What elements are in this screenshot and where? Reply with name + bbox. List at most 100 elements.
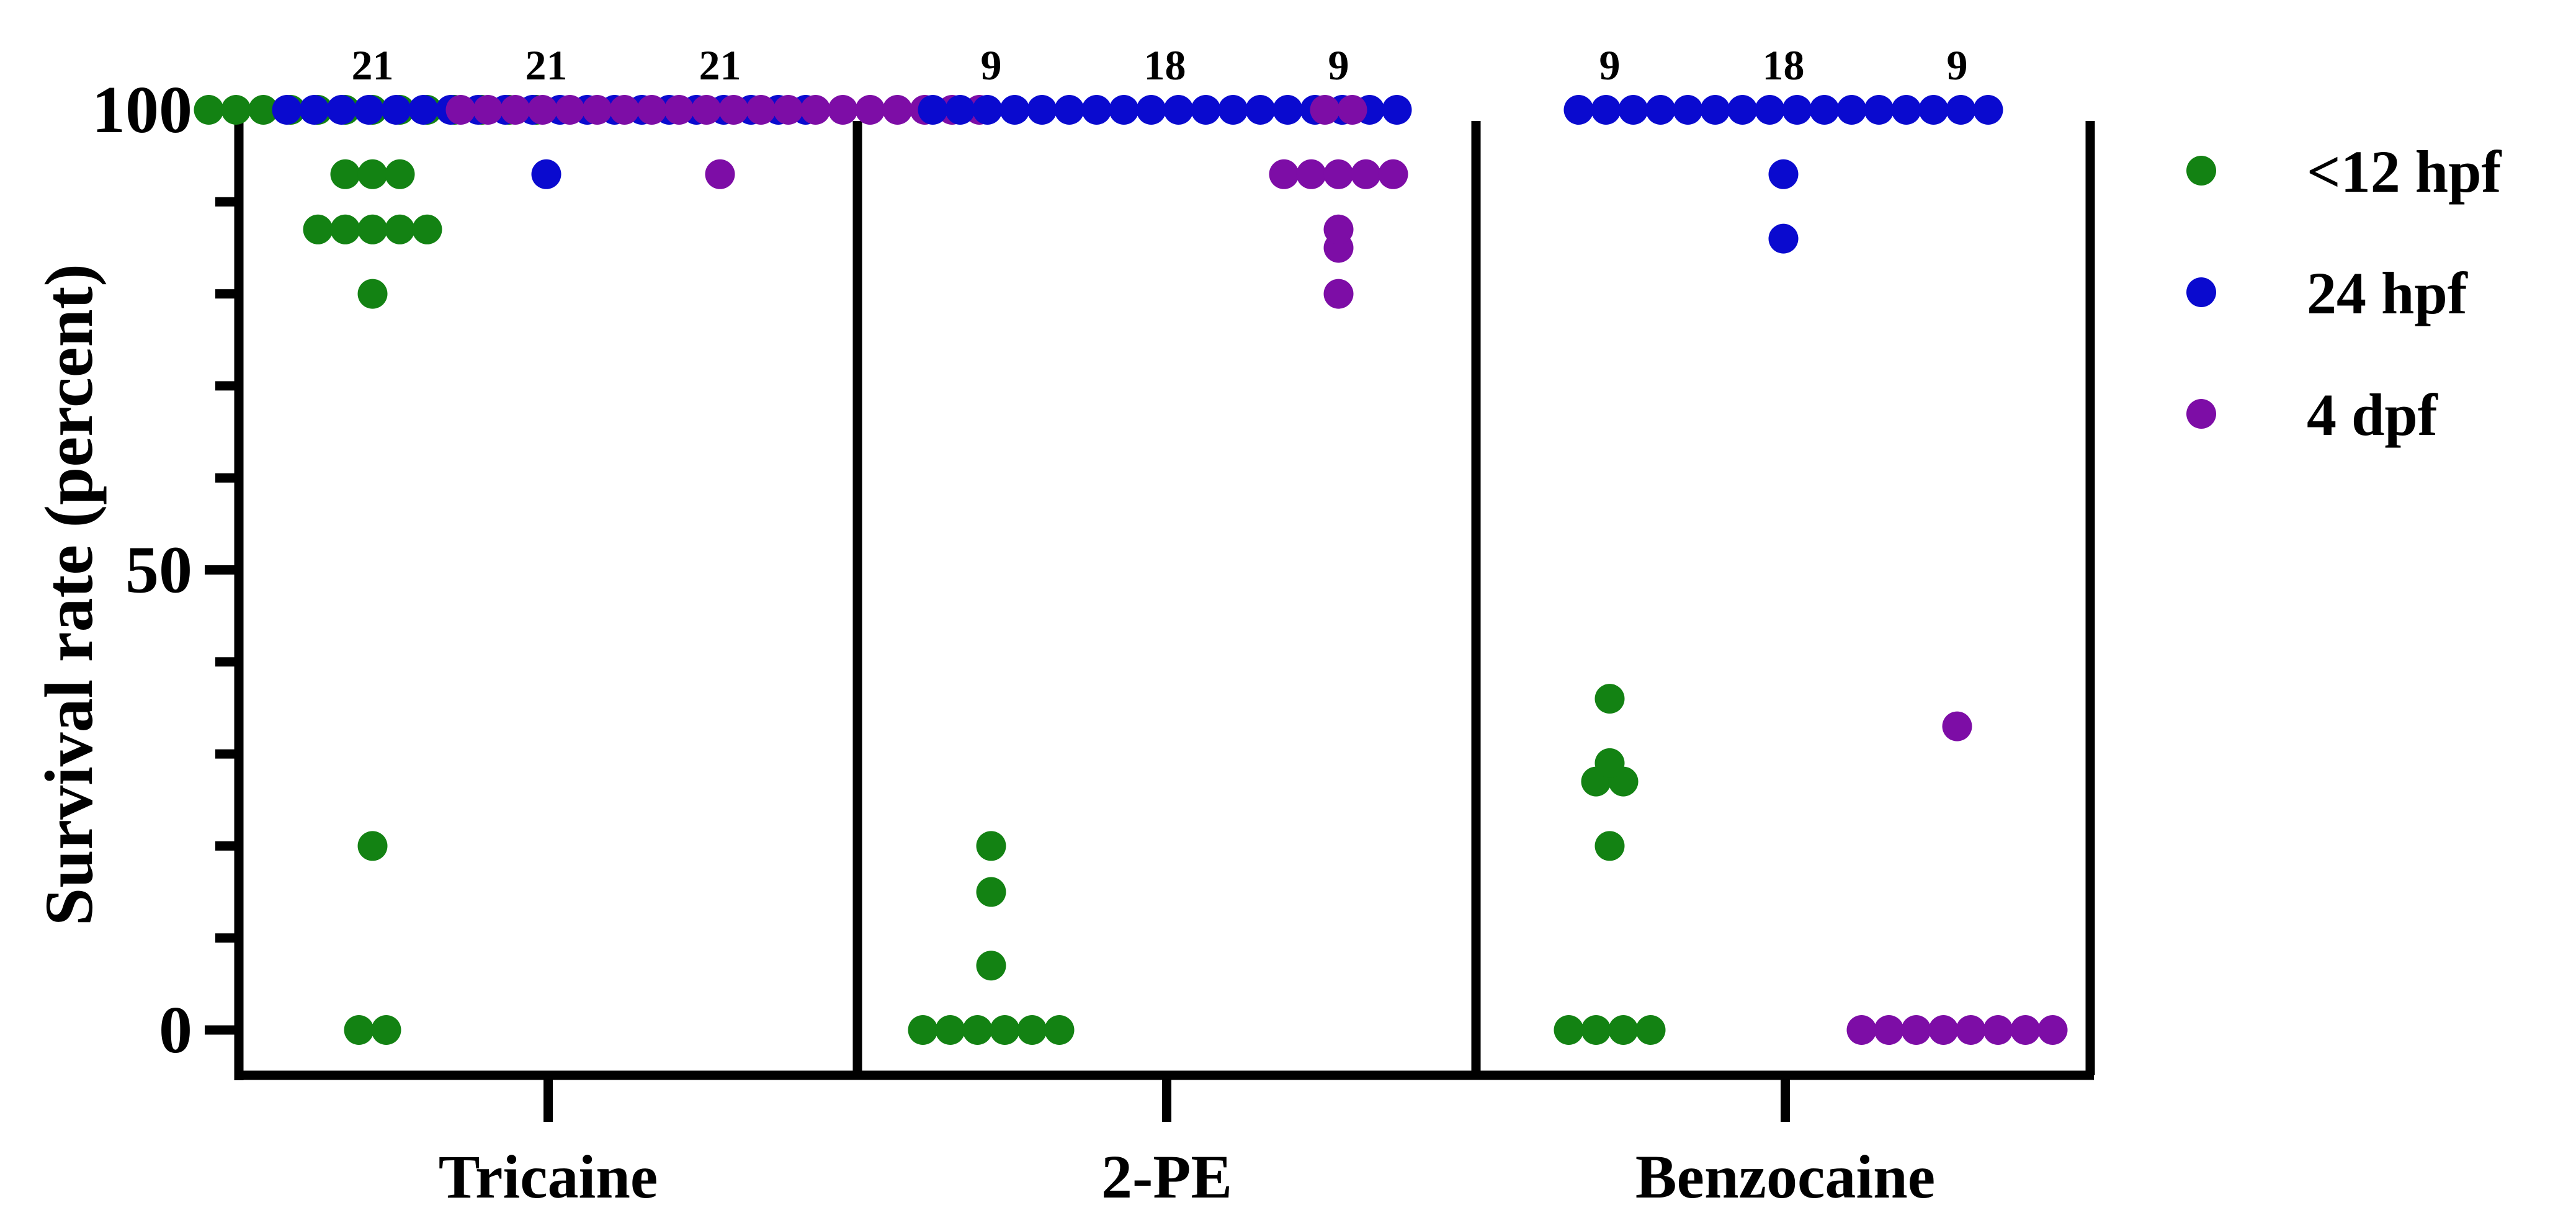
data-point — [718, 95, 749, 125]
data-point — [1864, 95, 1894, 125]
data-point — [1296, 159, 1326, 189]
data-point — [582, 95, 612, 125]
data-point — [500, 95, 530, 125]
data-point — [773, 95, 803, 125]
data-point — [1310, 95, 1340, 125]
n-count-label: 18 — [1763, 42, 1805, 89]
x-tick-label: Benzocaine — [1635, 1142, 1935, 1211]
data-point — [691, 95, 722, 125]
data-point — [1727, 95, 1758, 125]
n-count-label: 9 — [1328, 42, 1349, 89]
n-count-label: 9 — [1947, 42, 1968, 89]
data-point — [1768, 223, 1799, 254]
data-point — [1618, 95, 1648, 125]
data-point — [1017, 1015, 1047, 1045]
data-point — [1109, 95, 1139, 125]
n-count-label: 9 — [1599, 42, 1621, 89]
y-axis-title: Survival rate (percent) — [31, 264, 107, 926]
data-point — [445, 95, 476, 125]
data-point — [1378, 159, 1408, 189]
data-point — [1594, 684, 1625, 714]
data-point — [935, 1015, 965, 1045]
data-points — [194, 95, 2068, 1045]
legend-marker — [2186, 277, 2216, 307]
data-point — [945, 95, 975, 125]
data-point — [385, 159, 415, 189]
data-point — [248, 95, 279, 125]
data-point — [1635, 1015, 1666, 1045]
data-point — [531, 159, 561, 189]
data-point — [976, 951, 1006, 981]
data-point — [962, 1015, 993, 1045]
data-point — [1645, 95, 1676, 125]
y-tick-label: 100 — [92, 73, 192, 147]
legend-label: <12 hpf — [2307, 138, 2502, 205]
legend-label: 24 hpf — [2307, 260, 2468, 326]
data-point — [330, 214, 360, 244]
data-point — [1272, 95, 1303, 125]
data-point — [326, 95, 357, 125]
data-point — [299, 95, 329, 125]
data-point — [1782, 95, 1812, 125]
data-point — [1054, 95, 1085, 125]
data-point — [1891, 95, 1921, 125]
data-point — [357, 214, 388, 244]
data-point — [1351, 159, 1381, 189]
data-point — [1755, 95, 1785, 125]
data-point — [1809, 95, 1840, 125]
data-point — [1269, 159, 1299, 189]
n-count-label: 21 — [352, 42, 394, 89]
data-point — [381, 95, 411, 125]
data-point — [1245, 95, 1276, 125]
data-point — [1928, 1015, 1959, 1045]
n-count-label: 18 — [1144, 42, 1186, 89]
data-point — [1594, 831, 1625, 861]
y-tick-label: 50 — [125, 534, 192, 607]
data-point — [1946, 95, 1976, 125]
data-point — [1554, 1015, 1584, 1045]
data-point — [1942, 711, 1972, 741]
data-point — [1608, 1015, 1639, 1045]
data-point — [972, 95, 1003, 125]
data-point — [1973, 95, 2003, 125]
n-count-label: 21 — [699, 42, 741, 89]
data-point — [1594, 748, 1625, 778]
labels: 0 50 100 Survival rate (percent) Tricaine 2-P… — [31, 42, 1968, 1211]
data-point — [1956, 1015, 1986, 1045]
data-point — [1081, 95, 1112, 125]
legend-marker — [2186, 156, 2216, 186]
axes — [205, 99, 2095, 1122]
data-point — [473, 95, 503, 125]
data-point — [800, 95, 831, 125]
data-point — [990, 1015, 1020, 1045]
data-point — [1874, 1015, 1904, 1045]
data-point — [357, 831, 388, 861]
data-point — [303, 214, 333, 244]
data-point — [1382, 95, 1412, 125]
data-point — [1337, 95, 1367, 125]
data-point — [1581, 1015, 1611, 1045]
legend: <12 hpf 24 hpf 4 dpf — [2186, 138, 2502, 448]
data-point — [1136, 95, 1166, 125]
data-point — [385, 214, 415, 244]
y-tick-label: 0 — [159, 993, 192, 1067]
data-point — [609, 95, 640, 125]
data-point — [1846, 1015, 1877, 1045]
data-point — [1191, 95, 1221, 125]
data-point — [1323, 279, 1354, 309]
data-point — [882, 95, 913, 125]
data-point — [371, 1015, 401, 1045]
legend-label: 4 dpf — [2307, 382, 2438, 448]
data-point — [705, 159, 735, 189]
data-point — [354, 95, 384, 125]
data-point — [1563, 95, 1594, 125]
data-point — [1163, 95, 1194, 125]
data-point — [1591, 95, 1621, 125]
data-point — [330, 159, 360, 189]
data-point — [1768, 159, 1799, 189]
data-point — [1044, 1015, 1075, 1045]
data-point — [1836, 95, 1867, 125]
data-point — [2010, 1015, 2041, 1045]
data-point — [1323, 159, 1354, 189]
data-point — [1700, 95, 1730, 125]
